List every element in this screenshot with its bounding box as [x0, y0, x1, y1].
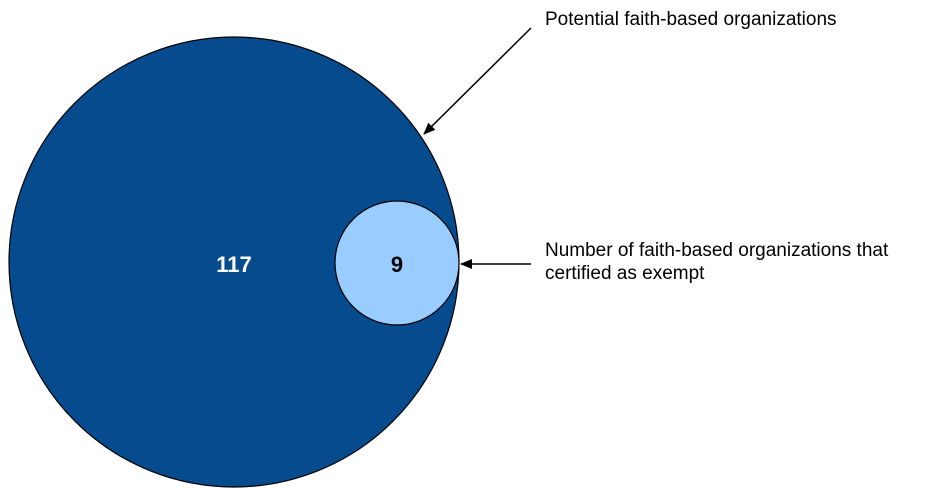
inner-circle-value: 9	[391, 252, 403, 277]
outer-circle-label: Potential faith-based organizations	[545, 9, 837, 30]
inner-circle-label: Number of faith-based organizations that…	[545, 240, 889, 284]
inner-circle	[334, 200, 460, 326]
outer-callout-arrow	[423, 27, 532, 135]
outer-circle-value: 117	[216, 252, 252, 277]
